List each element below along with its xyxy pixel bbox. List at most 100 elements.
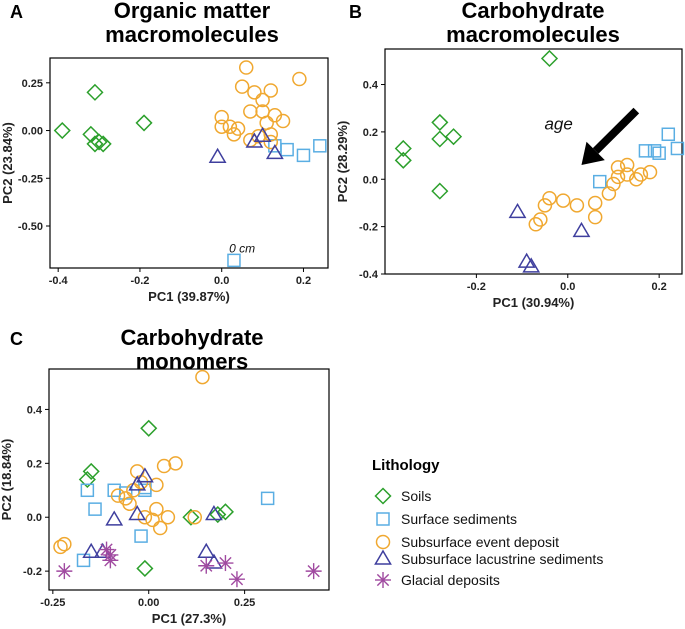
- legend-item-glacial: Glacial deposits: [375, 572, 500, 588]
- data-point: [542, 190, 557, 206]
- circle-marker: [110, 488, 126, 503]
- square-marker: [376, 512, 390, 526]
- data-point: [508, 202, 527, 219]
- circle-marker: [275, 113, 291, 129]
- circle-marker: [610, 169, 626, 185]
- circle-marker: [145, 512, 160, 528]
- data-point: [610, 169, 626, 185]
- legend-label: Subsurface event deposit: [401, 534, 559, 550]
- chart-title: Organic matter: [114, 0, 271, 23]
- circle-marker: [149, 477, 164, 493]
- circle-marker: [292, 71, 307, 87]
- data-point: [394, 151, 412, 169]
- legend-marker: [375, 534, 391, 550]
- data-point: [102, 552, 119, 569]
- legend-item-surface: Surface sediments: [376, 511, 517, 527]
- data-point: [198, 557, 215, 574]
- data-point: [238, 60, 254, 75]
- chart-title: macromolecules: [446, 22, 620, 47]
- legend-label: Subsurface lacustrine sediments: [401, 551, 603, 567]
- series-glacial: [56, 541, 322, 588]
- data-point: [243, 104, 258, 119]
- series-lacustrine: [82, 467, 223, 569]
- data-point: [572, 221, 591, 238]
- circle-marker: [152, 520, 168, 536]
- data-point: [629, 172, 644, 187]
- data-point: [569, 198, 585, 213]
- y-tick-label: 0.2: [363, 127, 378, 139]
- data-point: [537, 198, 553, 213]
- diamond-marker: [374, 487, 392, 505]
- asterisk-stroke: [100, 543, 113, 556]
- square-marker: [661, 127, 676, 142]
- data-point: [444, 128, 463, 146]
- circle-marker: [187, 509, 203, 525]
- data-point: [149, 501, 164, 517]
- data-point: [57, 536, 72, 552]
- circle-marker: [555, 193, 571, 208]
- data-point: [136, 559, 154, 577]
- data-point: [431, 113, 449, 131]
- chart-title: Carbohydrate: [461, 0, 604, 23]
- y-tick-label: -0.2: [359, 222, 378, 234]
- diamond-marker: [431, 113, 449, 131]
- legend-marker: [375, 572, 391, 588]
- series-soils: [78, 419, 234, 577]
- diamond-marker: [53, 121, 71, 140]
- triangle-marker: [374, 549, 392, 565]
- y-axis-label: PC2 (23.84%): [0, 122, 15, 204]
- diamond-marker: [90, 133, 108, 151]
- circle-marker: [606, 176, 621, 192]
- panel-letter: C: [10, 329, 23, 349]
- data-point: [214, 119, 229, 134]
- data-point: [305, 563, 322, 580]
- data-point: [619, 157, 635, 173]
- y-tick-label: 0.0: [363, 174, 378, 186]
- circle-marker: [528, 217, 544, 232]
- data-point: [638, 144, 653, 158]
- triangle-marker: [253, 126, 272, 142]
- square-marker: [647, 144, 662, 158]
- circle-marker: [642, 164, 658, 180]
- circle-marker: [629, 172, 644, 187]
- legend-label: Glacial deposits: [401, 572, 500, 588]
- data-point: [88, 502, 102, 516]
- chart-title: monomers: [136, 349, 248, 374]
- data-point: [227, 253, 241, 268]
- data-point: [205, 505, 223, 521]
- square-marker: [280, 142, 294, 157]
- data-point: [431, 182, 449, 200]
- panel-letter: B: [349, 2, 362, 22]
- diamond-marker: [140, 419, 158, 437]
- x-axis-label: PC1 (27.3%): [152, 611, 226, 626]
- series-event: [214, 60, 307, 150]
- x-tick-label: 0.25: [234, 597, 255, 609]
- legend-marker: [376, 512, 390, 526]
- triangle-marker: [208, 147, 227, 163]
- square-marker: [638, 144, 653, 158]
- diamond-marker: [94, 135, 112, 153]
- data-point: [145, 512, 160, 528]
- square-marker: [227, 253, 241, 268]
- x-tick-label: -0.25: [40, 597, 65, 609]
- data-point: [431, 130, 449, 148]
- square-marker: [296, 148, 311, 163]
- circle-marker: [263, 134, 279, 150]
- legend-item-event: Subsurface event deposit: [375, 534, 559, 550]
- data-point: [128, 475, 147, 491]
- series-event: [53, 369, 210, 555]
- data-point: [313, 139, 327, 153]
- data-point: [528, 217, 544, 232]
- asterisk-stroke: [219, 556, 232, 570]
- square-marker: [593, 174, 607, 189]
- data-point: [245, 132, 264, 148]
- data-point: [540, 49, 559, 68]
- triangle-marker: [128, 475, 147, 491]
- data-point: [247, 85, 262, 100]
- legend: Lithology Soils Surface sediments Subsurfac…: [372, 457, 603, 588]
- data-point: [263, 83, 279, 98]
- x-axis-label: PC1 (39.87%): [148, 289, 230, 304]
- data-point: [156, 458, 172, 474]
